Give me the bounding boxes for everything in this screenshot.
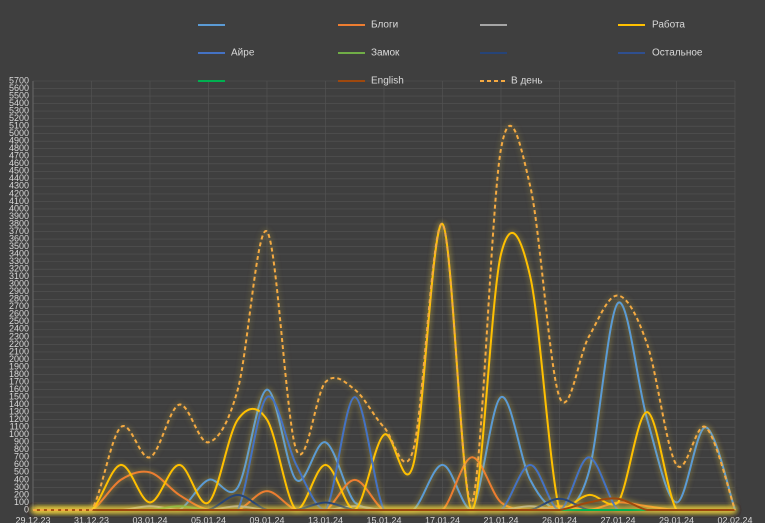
x-tick-label: 02.02.24	[717, 515, 752, 523]
y-tick-label: 3900	[9, 211, 29, 221]
y-tick-label: 4900	[9, 136, 29, 146]
y-tick-label: 5700	[9, 75, 29, 85]
y-tick-label: 5400	[9, 98, 29, 108]
y-tick-label: 2300	[9, 331, 29, 341]
y-tick-label: 1100	[10, 422, 29, 432]
y-tick-label: 2000	[9, 354, 29, 364]
x-tick-label: 27.01.24	[600, 515, 635, 523]
y-tick-label: 4800	[9, 143, 29, 153]
x-tick-label: 31.12.23	[74, 515, 109, 523]
y-tick-label: 200	[14, 489, 29, 499]
y-tick-label: 4300	[9, 181, 29, 191]
x-tick-label: 13.01.24	[308, 515, 343, 523]
x-tick-label: 05.01.24	[191, 515, 226, 523]
y-tick-label: 2900	[9, 286, 29, 296]
y-tick-label: 600	[14, 459, 29, 469]
y-tick-label: 4000	[9, 203, 29, 213]
y-tick-label: 5600	[9, 83, 29, 93]
y-tick-label: 1300	[9, 407, 29, 417]
y-tick-label: 3600	[9, 233, 29, 243]
x-tick-label: 29.12.23	[15, 515, 50, 523]
y-tick-label: 300	[14, 482, 29, 492]
y-tick-label: 4600	[9, 158, 29, 168]
y-tick-label: 5000	[9, 128, 29, 138]
y-tick-label: 5200	[9, 113, 29, 123]
y-tick-label: 1800	[9, 369, 29, 379]
legend-label: Блоги	[371, 20, 398, 31]
y-tick-label: 1900	[9, 361, 29, 371]
y-tick-label: 1000	[9, 429, 29, 439]
y-tick-label: 0	[24, 504, 29, 514]
y-tick-label: 500	[14, 467, 29, 477]
y-tick-label: 1200	[9, 414, 29, 424]
legend-label: Работа	[652, 19, 685, 31]
y-tick-label: 2500	[9, 316, 29, 326]
y-tick-label: 1700	[9, 376, 29, 386]
y-tick-label: 2700	[9, 301, 29, 311]
x-tick-label: 21.01.24	[483, 515, 518, 523]
y-tick-label: 2800	[9, 294, 29, 304]
y-tick-label: 5500	[9, 90, 29, 100]
x-tick-label: 15.01.24	[366, 515, 401, 523]
y-tick-label: 1600	[9, 384, 29, 394]
y-tick-label: 800	[14, 444, 29, 454]
legend-label: В день	[511, 76, 543, 87]
x-tick-label: 26.01.24	[542, 515, 577, 523]
y-tick-label: 100	[14, 497, 29, 507]
y-tick-label: 2200	[9, 339, 29, 349]
y-tick-label: 4400	[9, 173, 29, 183]
y-tick-label: 4200	[9, 188, 29, 198]
y-tick-label: 5300	[9, 105, 29, 115]
x-tick-label: 17.01.24	[425, 515, 460, 523]
y-tick-label: 5100	[9, 121, 29, 131]
y-tick-label: 4500	[9, 166, 29, 176]
y-tick-label: 3100	[9, 271, 29, 281]
legend-label: Остальное	[652, 48, 703, 59]
y-tick-label: 2100	[9, 346, 29, 356]
series-line	[33, 124, 736, 511]
y-tick-label: 3000	[9, 279, 29, 289]
y-tick-label: 3500	[9, 241, 29, 251]
x-tick-label: 29.01.24	[659, 515, 694, 523]
y-tick-label: 1400	[9, 399, 29, 409]
legend-label: English	[371, 76, 404, 87]
series-line	[33, 497, 735, 511]
y-tick-label: 3800	[9, 218, 29, 228]
y-tick-label: 900	[14, 437, 29, 447]
x-tick-label: 03.01.24	[132, 515, 167, 523]
y-tick-label: 3300	[9, 256, 29, 266]
y-tick-label: 2400	[9, 324, 29, 334]
y-tick-label: 400	[14, 474, 29, 484]
y-tick-label: 700	[14, 452, 29, 462]
y-tick-label: 3400	[9, 248, 29, 258]
legend-label: Айре	[231, 48, 255, 59]
y-tick-label: 4700	[9, 151, 29, 161]
y-tick-label: 1500	[9, 391, 29, 401]
series-line	[33, 222, 735, 512]
y-tick-label: 3700	[9, 226, 29, 236]
y-tick-label: 4100	[9, 196, 29, 206]
legend-label: Замок	[371, 48, 400, 59]
y-tick-label: 2600	[9, 309, 29, 319]
x-tick-label: 09.01.24	[249, 515, 284, 523]
y-tick-label: 3200	[9, 264, 29, 274]
